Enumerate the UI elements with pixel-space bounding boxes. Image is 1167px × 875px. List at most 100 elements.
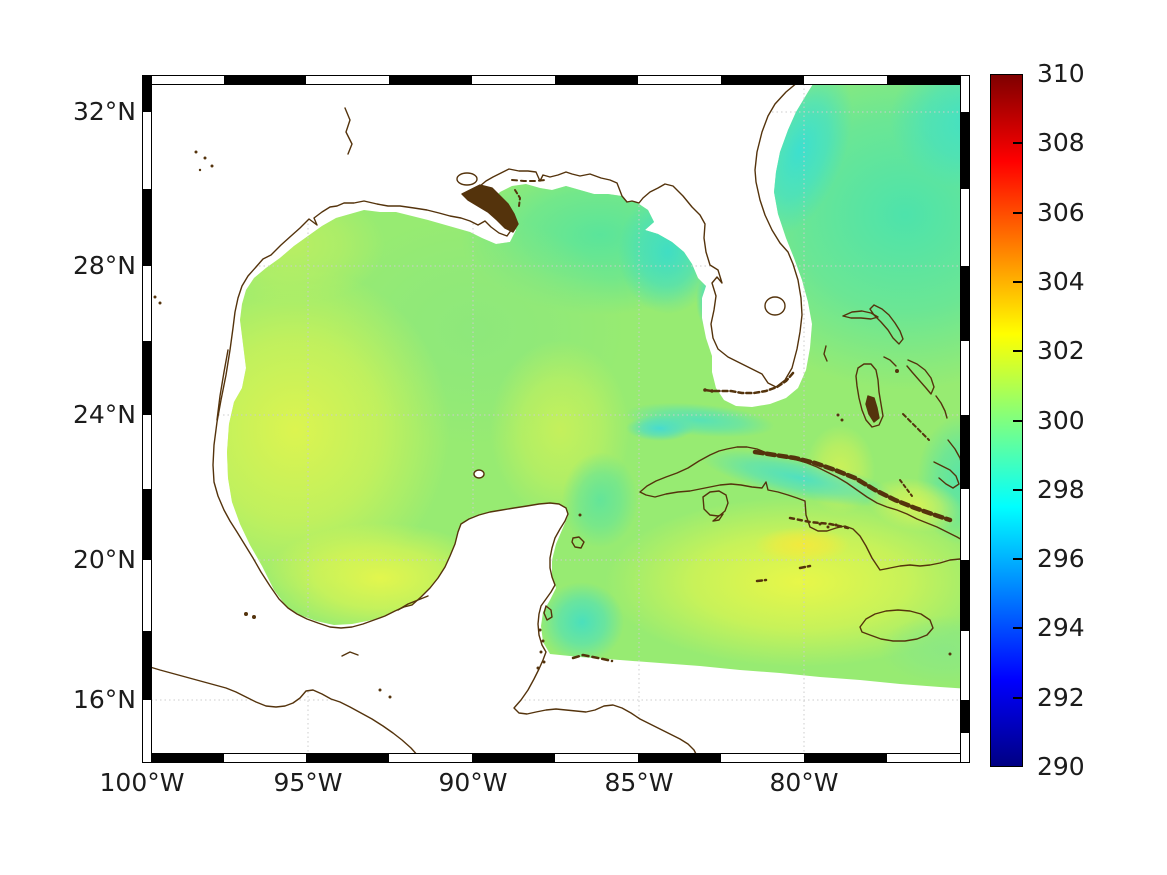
grand-bahama <box>842 310 879 320</box>
map-border-top <box>142 75 970 85</box>
coastlines <box>142 75 970 763</box>
border-segment <box>638 754 721 762</box>
texas-river <box>344 107 353 155</box>
jamaica <box>859 609 934 642</box>
islands-ragged <box>899 479 913 497</box>
y-tick-label: 20°N <box>72 545 136 574</box>
border-segment <box>143 76 224 84</box>
lake-okeechobee <box>764 296 786 316</box>
x-tick-label: 85°W <box>604 768 674 797</box>
colorbar-label: 302 <box>1037 336 1085 366</box>
border-segment <box>721 76 804 84</box>
map-border-right <box>960 75 970 763</box>
eleuthera <box>906 359 935 395</box>
tamaulipas-lagoon <box>216 349 229 421</box>
islands-cuba-south-keys <box>788 516 850 530</box>
pacific-lagoon <box>341 651 359 657</box>
colorbar-tick <box>1013 696 1023 699</box>
chinchorro <box>543 605 553 621</box>
border-segment <box>555 76 638 84</box>
border-segment <box>721 754 804 762</box>
colorbar-tick <box>1013 558 1023 561</box>
isla-juventud <box>702 490 729 522</box>
border-segment <box>961 733 969 762</box>
colorbar-label: 304 <box>1037 266 1085 296</box>
border-segment <box>143 341 151 415</box>
border-segment <box>143 560 151 631</box>
islands-florida-keys <box>703 371 795 395</box>
islands-exuma <box>902 413 930 441</box>
y-tick-label: 32°N <box>72 97 136 126</box>
border-segment <box>961 189 969 266</box>
colorbar-tick <box>1013 280 1023 283</box>
colorbar-label: 294 <box>1037 613 1085 643</box>
border-segment <box>961 341 969 415</box>
border-segment <box>887 76 969 84</box>
border-segment <box>961 631 969 700</box>
border-segment <box>961 112 969 189</box>
bimini <box>823 345 828 362</box>
colorbar-tick <box>1013 627 1023 630</box>
colorbar-label: 310 <box>1037 59 1085 88</box>
border-segment <box>143 700 151 762</box>
colorbar-label: 300 <box>1037 405 1085 435</box>
y-tick-label: 24°N <box>72 400 136 429</box>
border-segment <box>961 560 969 631</box>
lake-pontchartrain <box>456 172 478 186</box>
border-segment <box>389 754 472 762</box>
border-segment <box>306 754 389 762</box>
islands-cayman-2 <box>798 564 812 570</box>
border-segment <box>143 754 224 762</box>
border-segment <box>555 754 638 762</box>
x-tick-label: 90°W <box>438 768 508 797</box>
border-segment <box>472 754 555 762</box>
x-tick-label: 100°W <box>99 768 185 797</box>
islet-dots <box>153 150 952 699</box>
mainland-landmass <box>142 75 809 763</box>
map-border-left <box>142 75 152 763</box>
y-tick-label: 28°N <box>72 251 136 280</box>
border-segment <box>306 76 389 84</box>
colorbar-tick <box>1013 419 1023 422</box>
border-segment <box>472 76 555 84</box>
border-segment <box>961 700 969 733</box>
colorbar-label: 306 <box>1037 197 1085 227</box>
border-segment <box>224 754 306 762</box>
border-segment <box>804 754 887 762</box>
y-tick-label: 16°N <box>72 685 136 714</box>
lake-alacranes <box>473 469 485 479</box>
border-segment <box>143 631 151 700</box>
crooked-acklins <box>933 461 960 489</box>
abaco <box>869 304 904 345</box>
border-segment <box>961 266 969 341</box>
border-segment <box>224 76 306 84</box>
border-segment <box>143 76 151 112</box>
border-segment <box>804 76 887 84</box>
border-segment <box>389 76 472 84</box>
map-content <box>142 75 970 763</box>
colorbar-tick <box>1013 142 1023 145</box>
colorbar-label: 292 <box>1037 682 1085 712</box>
colorbar-label: 296 <box>1037 544 1085 574</box>
border-segment <box>961 415 969 489</box>
cozumel <box>571 536 585 549</box>
colorbar-tick <box>1013 488 1023 491</box>
border-segment <box>143 415 151 489</box>
border-segment <box>638 76 721 84</box>
x-tick-label: 95°W <box>273 768 343 797</box>
border-segment <box>143 112 151 189</box>
andros <box>855 363 884 428</box>
islands-roatan <box>571 653 614 663</box>
border-segment <box>961 489 969 560</box>
cat-island <box>935 395 948 419</box>
mississippi-delta-marsh <box>461 184 519 233</box>
border-segment <box>961 76 969 112</box>
islands-cayman-1 <box>755 578 768 583</box>
colorbar-tick <box>1013 211 1023 214</box>
cuba-coast <box>639 446 970 571</box>
border-segment <box>143 189 151 266</box>
colorbar-tick <box>1013 350 1023 353</box>
border-segment <box>143 489 151 560</box>
